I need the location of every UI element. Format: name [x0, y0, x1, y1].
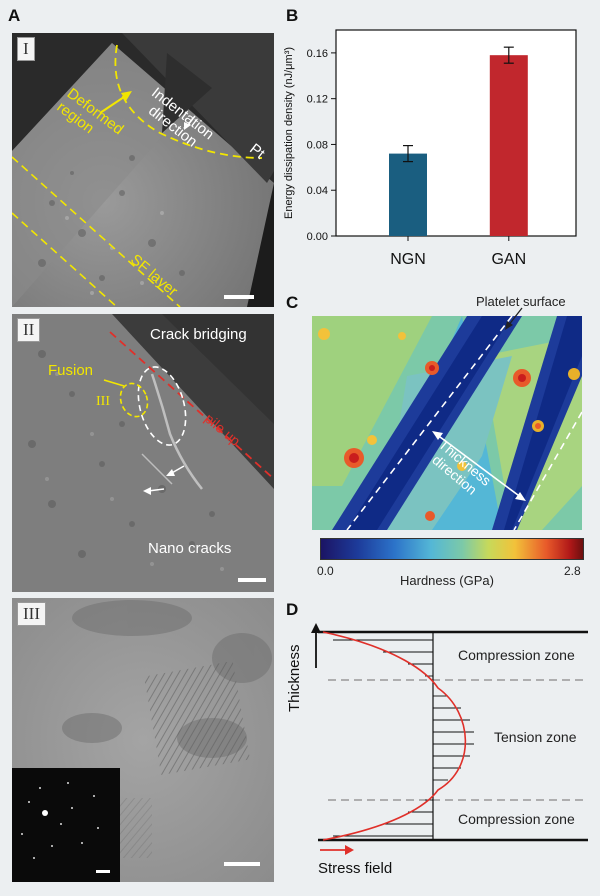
bar-gan	[489, 55, 528, 236]
y-axis-label: Energy dissipation density (nJ/μm³)	[283, 47, 295, 219]
hardness-map	[312, 316, 582, 530]
panel-label-b: B	[286, 6, 299, 25]
tension-zone-label: Tension zone	[494, 729, 577, 745]
plot-frame	[335, 29, 577, 237]
energy-dissipation-chart: 0.00 0.04 0.08 0.12 0.16 Energy dissipation d…	[283, 29, 577, 268]
stress-field-label: Stress field	[318, 860, 393, 877]
y-tick-label: 0.00	[307, 231, 328, 243]
scale-bar-1	[224, 295, 254, 299]
compression-zone-top-label: Compression zone	[458, 647, 575, 663]
colorbar-max-label: 2.8	[564, 564, 581, 578]
tem-image-2-graphic	[12, 314, 274, 592]
y-tick-label: 0.16	[307, 48, 328, 60]
stress-field-diagram	[311, 623, 588, 855]
tem-image-3-graphic	[12, 598, 274, 882]
scale-bar-3	[224, 862, 260, 866]
y-tick-label: 0.04	[307, 185, 328, 197]
tem-image-1-graphic	[12, 33, 274, 307]
scale-bar-2	[238, 578, 266, 582]
fusion-label: Fusion	[48, 362, 94, 379]
colorbar-min-label: 0.0	[317, 564, 334, 578]
x-tick-label-ngn: NGN	[390, 251, 426, 268]
colorbar-title: Hardness (GPa)	[400, 573, 494, 588]
tem-image-3: III	[12, 598, 274, 882]
x-tick-label-gan: GAN	[491, 251, 526, 268]
roman-label-3: III	[17, 602, 46, 626]
compression-zone-bottom-label: Compression zone	[458, 811, 575, 827]
tem-image-2: II Crack bridging Fusion III pile up Nan…	[12, 314, 274, 592]
panel-label-a: A	[8, 6, 21, 25]
hardness-colorbar	[320, 538, 584, 560]
tem-image-1: I Indentation direction Deformed region …	[12, 33, 274, 307]
thickness-axis-label: Thickness	[286, 644, 303, 712]
roman-label-1: I	[17, 37, 35, 61]
crack-bridging-label: Crack bridging	[150, 326, 247, 343]
panel-label-d: D	[286, 600, 299, 619]
roman-label-2: II	[17, 318, 41, 342]
bar-ngn	[389, 153, 427, 236]
y-tick-label: 0.08	[307, 139, 328, 151]
panel-label-c: C	[286, 293, 299, 312]
y-tick-label: 0.12	[307, 94, 328, 106]
nano-cracks-label: Nano cracks	[148, 540, 232, 557]
platelet-surface-arrow	[505, 307, 523, 330]
roman-inset-label: III	[96, 394, 110, 409]
platelet-surface-label: Platelet surface	[476, 294, 566, 309]
